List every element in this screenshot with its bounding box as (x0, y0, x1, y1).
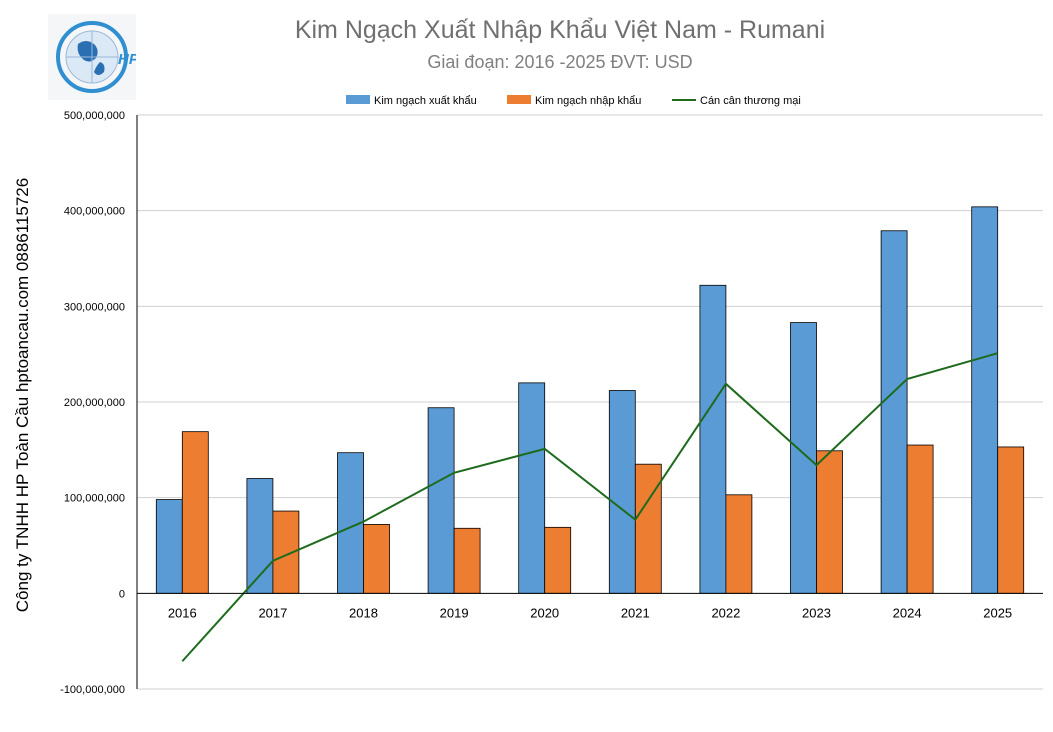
chart-subtitle: Giai đoạn: 2016 -2025 ĐVT: USD (427, 52, 693, 72)
y-tick-label: 200,000,000 (64, 397, 125, 409)
x-tick-label: 2018 (349, 605, 378, 620)
balance-line (181, 352, 998, 662)
y-tick-label: 0 (119, 588, 125, 600)
legend: Kim ngạch xuất khẩu Kim ngạch nhập khẩu Cá… (346, 95, 801, 107)
x-tick-label: 2025 (983, 605, 1012, 620)
export-bar (518, 382, 546, 594)
legend-swatch (346, 95, 370, 104)
import-bar (181, 431, 209, 594)
import-bar (725, 494, 753, 594)
balance-line-group (181, 352, 998, 662)
legend-label: Kim ngạch nhập khẩu (535, 95, 641, 107)
y-tick-label: 500,000,000 (64, 110, 125, 122)
legend-label: Kim ngạch xuất khẩu (374, 95, 477, 107)
x-tick-label: 2021 (621, 605, 650, 620)
export-bar (971, 206, 999, 594)
import-bar (816, 450, 843, 594)
legend-label: Cán cân thương mại (700, 95, 801, 107)
legend-swatch (507, 95, 531, 104)
import-bar (544, 526, 572, 594)
x-tick-label: 2023 (802, 605, 831, 620)
x-tick-label: 2019 (440, 605, 469, 620)
export-bar (699, 284, 727, 594)
export-bar (790, 322, 817, 594)
import-bar (634, 463, 662, 594)
bars-group (155, 206, 1025, 594)
y-tick-label: 300,000,000 (64, 301, 125, 313)
company-logo: HP (48, 14, 140, 100)
y-tick-label: 100,000,000 (64, 493, 125, 505)
export-bar (608, 390, 636, 594)
import-bar (453, 527, 481, 594)
export-bar (155, 499, 183, 594)
logo-text: HP (118, 51, 136, 68)
import-bar (906, 444, 934, 594)
x-axis: 2016 2017 2018 2019 2020 2021 2022 2023 2024 2025 (137, 592, 1043, 620)
y-tick-label: -100,000,000 (60, 684, 125, 696)
y-axis: 500,000,000 400,000,000 300,000,000 200,000… (60, 110, 138, 696)
x-tick-label: 2016 (168, 605, 197, 620)
chart-title: Kim Ngạch Xuất Nhập Khẩu Việt Nam - Ruma… (294, 16, 826, 44)
import-bar (997, 446, 1025, 594)
export-bar (427, 407, 455, 594)
x-tick-label: 2017 (258, 605, 287, 620)
export-bar (880, 230, 908, 594)
x-tick-label: 2020 (530, 605, 559, 620)
x-tick-label: 2022 (711, 605, 740, 620)
x-tick-label: 2024 (893, 605, 922, 620)
y-tick-label: 400,000,000 (64, 206, 125, 218)
import-bar (363, 524, 390, 594)
